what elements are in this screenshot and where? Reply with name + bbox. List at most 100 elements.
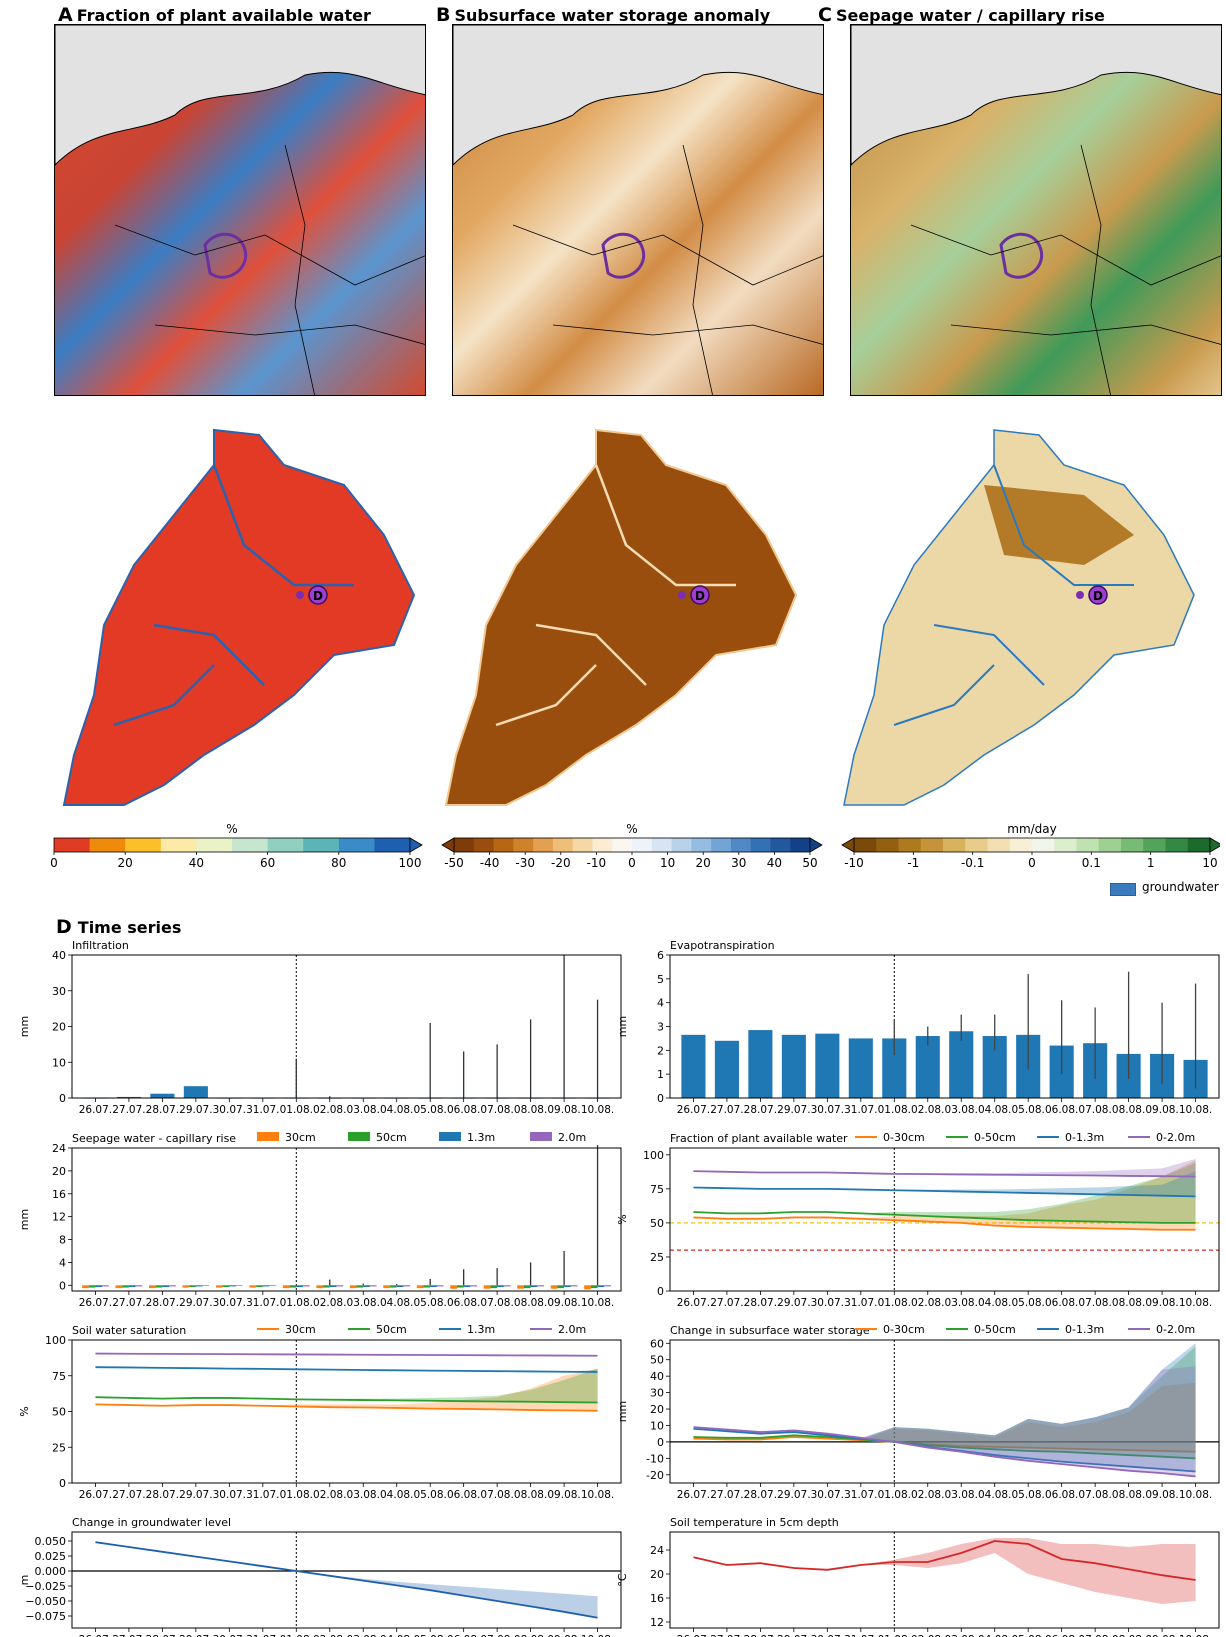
legend-label: 50cm (376, 1131, 407, 1144)
bar (102, 1285, 109, 1287)
chart-change-in-groundwater-level: Change in groundwater level m −0.075 −0.050… (18, 1516, 622, 1637)
bar (356, 1285, 364, 1288)
colorbar-segment (1076, 838, 1100, 852)
plot-frame (71, 1147, 622, 1292)
point-marker-a (296, 591, 304, 599)
bar (363, 1285, 370, 1287)
colorbar-segment (965, 838, 988, 852)
map-b-europe (452, 24, 824, 396)
x-tick-label: 27.07. (710, 1634, 743, 1637)
x-tick-label: 09.08. (547, 1104, 580, 1116)
x-tick-label: 05.08. (413, 1104, 446, 1116)
y-tick-label: 0.025 (35, 1550, 67, 1563)
colorbar-segment (1187, 838, 1211, 852)
x-tick-label: 04.08. (978, 1104, 1011, 1116)
panel-d-letter: D (56, 916, 72, 938)
colorbar-segment (898, 838, 922, 852)
x-tick-label: 02.08. (911, 1104, 944, 1116)
colorbar-segment (89, 838, 126, 852)
y-tick-label: 1 (657, 1068, 664, 1081)
bar (463, 1285, 471, 1287)
bar (316, 1285, 324, 1289)
bar (590, 1285, 598, 1289)
x-tick-label: 02.08. (313, 1634, 346, 1637)
x-tick-label: 07.08. (480, 1104, 513, 1116)
x-tick-label: 30.07. (811, 1297, 844, 1309)
chart-fraction-of-plant-available-water: Fraction of plant available water% 0 25 50 7… (616, 1131, 1220, 1309)
x-tick-label: 31.07. (246, 1297, 279, 1309)
legend-label: 0-1.3m (1065, 1131, 1104, 1144)
colorbar-unit: mm/day (1007, 822, 1057, 836)
colorbar-tick-label: 40 (189, 856, 204, 870)
point-d-label-a: D (313, 589, 323, 603)
x-tick-label: 04.08. (380, 1297, 413, 1309)
panel-b-title: B Subsurface water storage anomaly (436, 4, 770, 26)
x-tick-label: 06.08. (1045, 1634, 1078, 1637)
bar (517, 1285, 524, 1289)
x-tick-label: 31.07. (844, 1634, 877, 1637)
x-tick-label: 01.08. (280, 1634, 313, 1637)
panel-c-title: C Seepage water / capillary rise (818, 4, 1105, 26)
colorbar-segment (920, 838, 944, 852)
colorbar-segment (671, 838, 692, 852)
uncertainty-band (693, 1382, 1196, 1452)
legend-label: 1.3m (467, 1323, 495, 1336)
legend-label: 0-30cm (883, 1131, 925, 1144)
colorbar-tick-label: 10 (1202, 856, 1217, 870)
x-tick-label: 03.08. (347, 1634, 380, 1637)
x-tick-label: 05.08. (413, 1489, 446, 1501)
bar (383, 1285, 391, 1289)
bar (189, 1285, 196, 1287)
y-tick-label: 16 (52, 1188, 66, 1201)
legend-swatch (348, 1132, 370, 1141)
series-line (693, 1434, 1196, 1460)
bar (915, 1036, 940, 1098)
x-tick-label: 01.08. (878, 1104, 911, 1116)
y-axis-label: % (616, 1214, 629, 1224)
colorbar-c: mm/day -10 -1 -0.1 0 0.1 1 10 (841, 822, 1220, 870)
x-tick-label: 29.07. (179, 1489, 212, 1501)
y-tick-label: 0 (59, 1092, 66, 1105)
bar (390, 1285, 397, 1288)
y-tick-label: 10 (650, 1419, 664, 1432)
map-a-europe (54, 24, 426, 396)
colorbar-segment (267, 838, 304, 852)
x-tick-label: 08.08. (1112, 1297, 1145, 1309)
point-d-label-b: D (695, 589, 705, 603)
x-tick-label: 08.08. (1112, 1104, 1145, 1116)
x-tick-label: 28.07. (744, 1634, 777, 1637)
x-tick-label: 03.08. (347, 1104, 380, 1116)
x-tick-label: 02.08. (911, 1634, 944, 1637)
y-tick-label: -20 (646, 1469, 664, 1482)
catchment-map-c: D (843, 429, 1195, 806)
colorbar-segment (651, 838, 673, 852)
colorbar-segment (1009, 838, 1033, 852)
plot-frame (669, 1531, 1220, 1629)
colorbar-tick-label: -50 (444, 856, 464, 870)
point-d-label-c: D (1093, 589, 1103, 603)
bar (349, 1285, 357, 1289)
x-tick-label: 29.07. (777, 1489, 810, 1501)
x-tick-label: 02.08. (313, 1297, 346, 1309)
colorbar-tick-label: 1 (1147, 856, 1155, 870)
x-tick-label: 26.07. (79, 1634, 112, 1637)
panel-a-title-text: Fraction of plant available water (76, 6, 371, 25)
colorbar-tick-label: 10 (660, 856, 675, 870)
bar (604, 1285, 611, 1287)
x-tick-label: 30.07. (811, 1489, 844, 1501)
colorbar-segment (1165, 838, 1189, 852)
colorbar-segment (232, 838, 269, 852)
bar (215, 1285, 223, 1288)
catchment-map-a: D (62, 428, 416, 806)
x-tick-label: 27.07. (710, 1489, 743, 1501)
colorbar-segment (790, 838, 811, 852)
x-tick-label: 10.08. (1179, 1104, 1212, 1116)
bar (848, 1038, 873, 1098)
groundwater-legend-swatch (1110, 883, 1136, 896)
y-tick-label: 0 (657, 1092, 664, 1105)
y-tick-label: 40 (52, 949, 66, 962)
series-line (95, 1366, 598, 1373)
colorbar-tick-label: -40 (480, 856, 500, 870)
x-tick-label: 26.07. (677, 1489, 710, 1501)
